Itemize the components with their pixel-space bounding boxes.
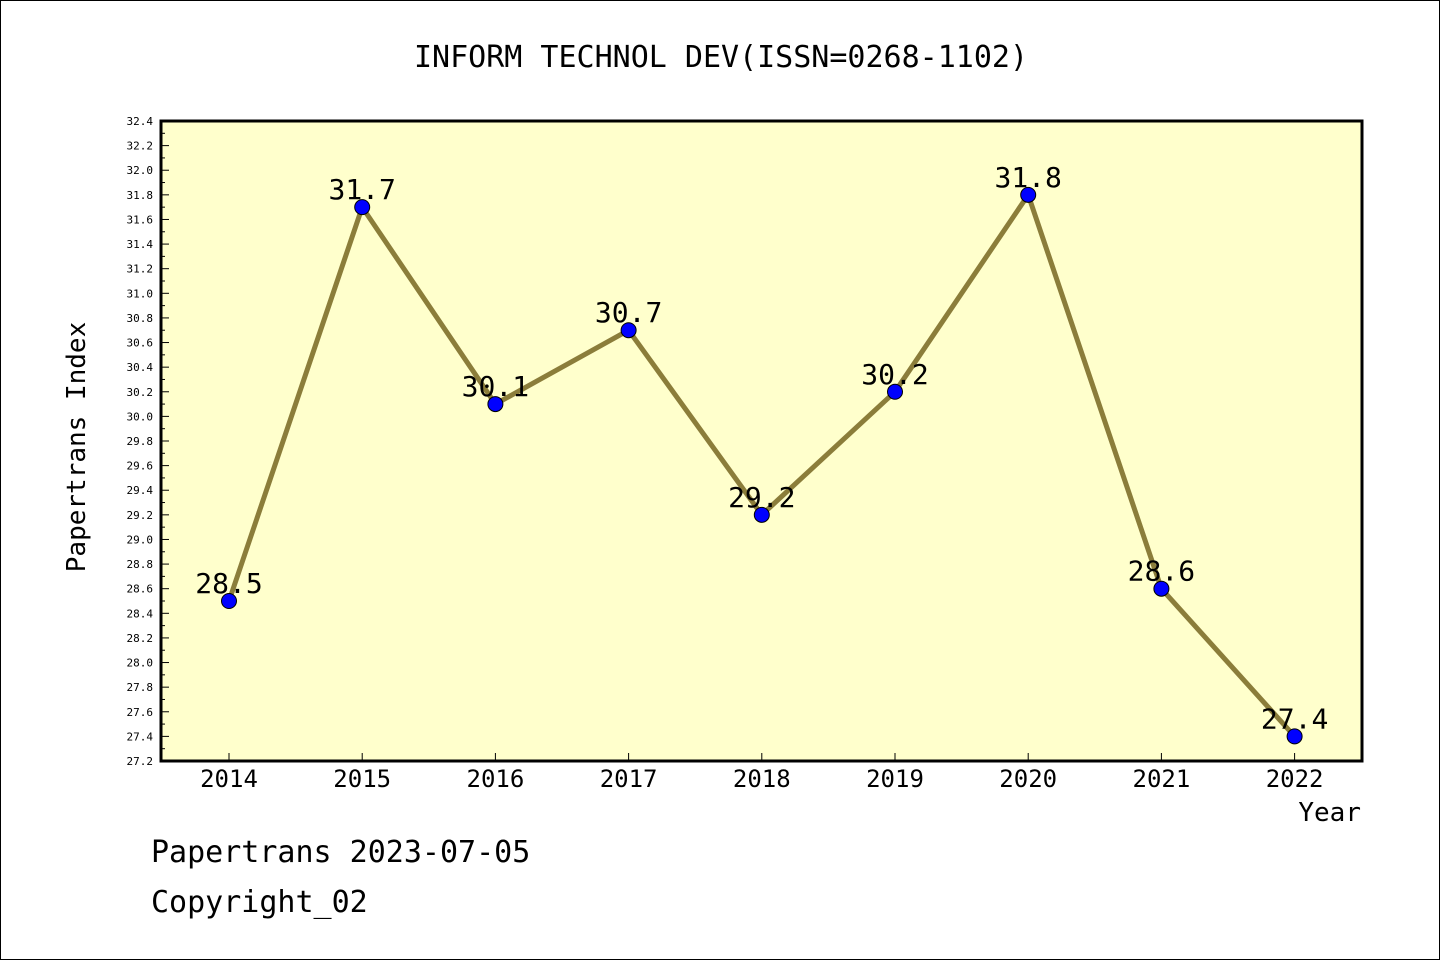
data-point-marker	[1286, 728, 1303, 745]
data-point-marker	[354, 199, 371, 216]
data-point-marker	[887, 383, 903, 400]
y-tick-label: 30.6	[127, 337, 154, 350]
x-tick-label: 2022	[1266, 765, 1324, 793]
data-label: 31.7	[328, 173, 395, 206]
y-tick-label: 30.8	[127, 312, 154, 325]
data-point-marker	[1020, 186, 1037, 203]
data-label: 28.6	[1128, 555, 1195, 588]
x-tick-label: 2018	[733, 765, 791, 793]
y-tick-label: 32.0	[127, 164, 154, 177]
data-label: 31.8	[994, 161, 1061, 194]
data-label: 30.2	[861, 358, 928, 391]
y-tick-label: 29.0	[127, 533, 154, 546]
x-tick-label: 2019	[866, 765, 924, 793]
footer-date-line: Papertrans 2023-07-05	[151, 835, 531, 870]
data-labels: 28.5 31.7 30.1 30.7 29.2 30.2 31.8 28.6 27.4	[195, 161, 1328, 736]
y-tick-label: 31.6	[127, 213, 154, 226]
plot-area	[159, 119, 1364, 763]
y-tick-label: 29.2	[127, 509, 154, 522]
y-tick-label: 30.0	[127, 410, 154, 423]
x-tick-label: 2017	[600, 765, 658, 793]
x-tick-label: 2015	[333, 765, 391, 793]
y-tick-label: 27.2	[127, 755, 154, 768]
x-tick-label: 2020	[999, 765, 1057, 793]
y-tick-label: 31.2	[127, 263, 154, 276]
x-tick-label: 2016	[467, 765, 525, 793]
y-tick-label: 31.4	[127, 238, 154, 251]
data-label: 30.7	[595, 296, 662, 329]
y-tick-label: 27.6	[127, 706, 154, 719]
y-tick-label: 28.6	[127, 583, 154, 596]
data-point-marker	[487, 396, 504, 413]
data-point-marker	[1153, 580, 1170, 597]
chart-title: INFORM TECHNOL DEV(ISSN=0268-1102)	[414, 40, 1028, 75]
y-axis-ticks: 27.2 27.4 27.6 27.8 28.0 28.2 28.4 28.6 28.8 29.0…	[127, 115, 169, 768]
data-label: 28.5	[195, 567, 262, 600]
y-tick-label: 28.2	[127, 632, 154, 645]
data-label: 29.2	[728, 481, 795, 514]
data-point-marker	[753, 506, 770, 523]
y-tick-label: 32.2	[127, 140, 154, 153]
x-axis-ticks: 2014 2015 2016 2017 2018 2019 2020 2021 2022	[200, 753, 1323, 793]
y-tick-label: 31.8	[127, 189, 154, 202]
y-tick-label: 30.4	[127, 361, 154, 374]
y-tick-label: 29.8	[127, 435, 154, 448]
y-tick-label: 31.0	[127, 287, 154, 300]
data-point-marker	[221, 593, 237, 609]
y-tick-label: 27.4	[127, 730, 154, 743]
y-tick-label: 28.4	[127, 607, 154, 620]
data-label: 30.1	[462, 370, 529, 403]
data-label: 27.4	[1261, 702, 1328, 735]
data-markers	[221, 186, 1303, 745]
footer-copyright-line: Copyright_02	[151, 885, 368, 920]
x-axis-label: Year	[1298, 798, 1361, 828]
x-tick-label: 2014	[200, 765, 258, 793]
y-axis-label: Papertrans Index	[62, 322, 92, 572]
y-tick-label: 29.4	[127, 484, 154, 497]
y-tick-label: 27.8	[127, 681, 154, 694]
x-tick-label: 2021	[1133, 765, 1191, 793]
y-tick-label: 32.4	[127, 115, 154, 128]
y-tick-label: 28.0	[127, 657, 154, 670]
y-tick-label: 30.2	[127, 386, 154, 399]
y-tick-label: 28.8	[127, 558, 154, 571]
data-point-marker	[620, 322, 637, 339]
y-tick-label: 29.6	[127, 460, 154, 473]
